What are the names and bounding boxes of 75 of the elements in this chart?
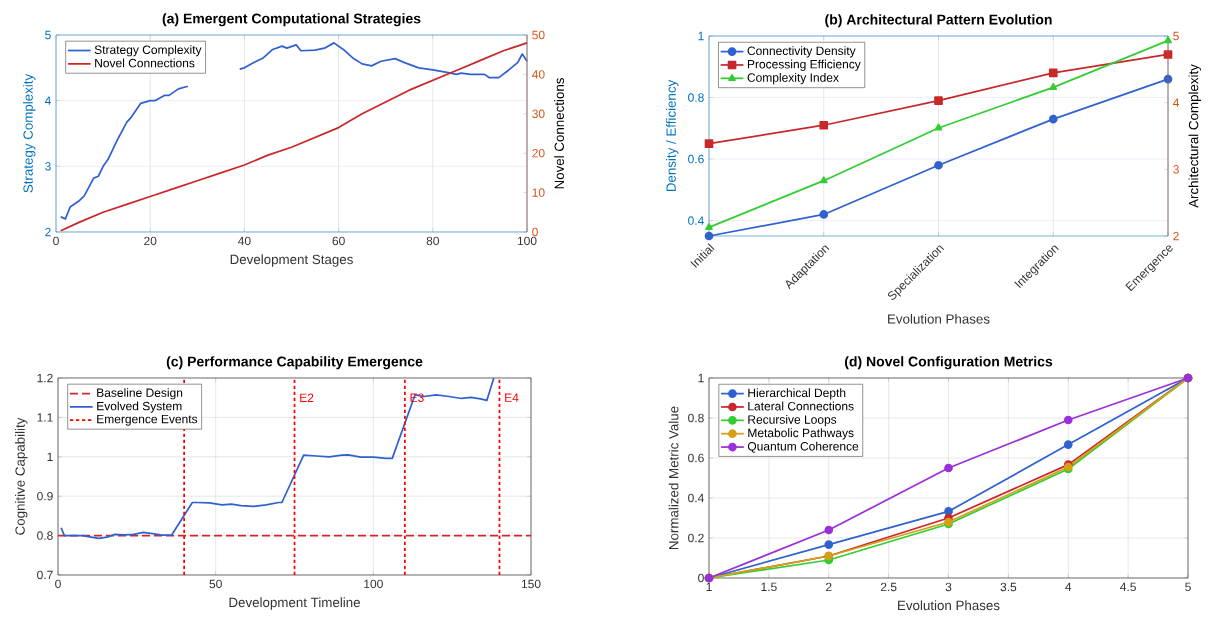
y2-axis-title: Architectural Complexity	[1188, 64, 1201, 208]
chart-title: (a) Emergent Computational Strategies	[162, 13, 421, 27]
y-tick-label: 5	[45, 30, 51, 40]
y-tick-label: 1	[47, 452, 53, 461]
chart-title: (b) Architectural Pattern Evolution	[825, 14, 1052, 28]
x-tick-label: 20	[144, 236, 157, 246]
y2-tick-label: 20	[532, 148, 545, 158]
annotation: E2	[300, 393, 314, 402]
y-tick-label: 0.4	[688, 493, 704, 503]
legend-label: Emergence Events	[97, 414, 198, 426]
y-tick-label: 1	[698, 31, 704, 41]
x-tick-label: 4.5	[1120, 582, 1136, 592]
y2-tick-label: 0	[532, 227, 538, 237]
x-tick-label: 1	[706, 582, 712, 591]
legend-label: Quantum Coherence	[747, 441, 859, 453]
y-tick-label: 0.9	[37, 491, 53, 501]
x-tick-label: 0	[55, 579, 61, 589]
y2-tick-label: 3	[1173, 165, 1179, 174]
y-tick-label: 1.2	[37, 373, 53, 383]
legend-label: Recursive Loops	[748, 414, 837, 427]
y-tick-label: 0.2	[688, 533, 704, 543]
y2-tick-label: 50	[532, 30, 545, 40]
x-tick-label: 80	[426, 236, 440, 246]
x-tick-label: 40	[238, 236, 251, 246]
x-tick-label: 4	[1065, 582, 1072, 591]
y-tick-label: 0.8	[688, 413, 704, 423]
x-tick-label: 2	[826, 582, 832, 592]
chart-title: (d) Novel Configuration Metrics	[844, 356, 1053, 370]
x-tick-label: 150	[521, 579, 541, 589]
legend-label: Metabolic Pathways	[748, 428, 854, 440]
y2-tick-label: 4	[1172, 98, 1180, 107]
x-tick-label: 50	[209, 579, 222, 589]
y-tick-label: 0.4	[688, 216, 704, 225]
x-tick-label: 100	[517, 236, 537, 246]
y-tick-label: 1.1	[37, 413, 53, 422]
y-axis-title: Cognitive Capability	[15, 417, 28, 535]
y-tick-label: 0.8	[37, 531, 53, 540]
legend-label: Baseline Design	[97, 388, 183, 400]
legend-label: Evolved System	[97, 401, 182, 413]
y-tick-label: 2	[45, 227, 51, 237]
x-tick-label: 2.5	[880, 582, 897, 592]
x-axis-title: Development Stages	[230, 254, 353, 267]
y-tick-label: 0.8	[688, 93, 704, 102]
legend-label: Novel Connections	[95, 58, 195, 68]
x-tick-label: 3.5	[1000, 582, 1017, 592]
x-tick-label: 5	[1185, 582, 1191, 592]
legend-label: Complexity Index	[747, 72, 839, 85]
y2-axis-title: Novel Connections	[554, 78, 565, 189]
legend-label: Connectivity Density	[747, 46, 856, 58]
y2-tick-label: 5	[1173, 31, 1179, 41]
x-axis-title: Development Timeline	[229, 597, 360, 610]
y-tick-label: 4	[44, 96, 51, 105]
y2-tick-label: 40	[531, 70, 545, 79]
y-tick-label: 0.7	[37, 570, 53, 580]
y-tick-label: 1	[698, 373, 704, 383]
x-tick-label: 100	[364, 579, 383, 589]
y-axis-title: Strategy Complexity	[23, 73, 36, 193]
x-tick-label: 3	[945, 582, 952, 592]
y2-tick-label: 10	[532, 188, 545, 197]
legend-label: Hierarchical Depth	[748, 388, 846, 400]
x-axis-title: Evolution Phases	[898, 600, 1000, 611]
annotation: E4	[505, 393, 519, 402]
x-tick-label: 1.5	[761, 582, 777, 592]
x-axis-title: Evolution Phases	[888, 313, 990, 324]
x-tick-label: 60	[332, 236, 345, 246]
y2-tick-label: 30	[532, 109, 545, 119]
legend-label: Strategy Complexity	[94, 45, 202, 57]
y-tick-label: 0.6	[688, 154, 704, 164]
chart-title: (c) Performance Capability Emergence	[166, 356, 423, 370]
y-axis-title: Density / Efficiency	[666, 79, 679, 192]
legend-label: Lateral Connections	[748, 401, 854, 411]
y-tick-label: 0.6	[688, 453, 704, 463]
y-axis-title: Normalized Metric Value	[668, 406, 679, 550]
legend-label: Processing Efficiency	[747, 59, 861, 71]
y-tick-label: 3	[45, 162, 51, 171]
